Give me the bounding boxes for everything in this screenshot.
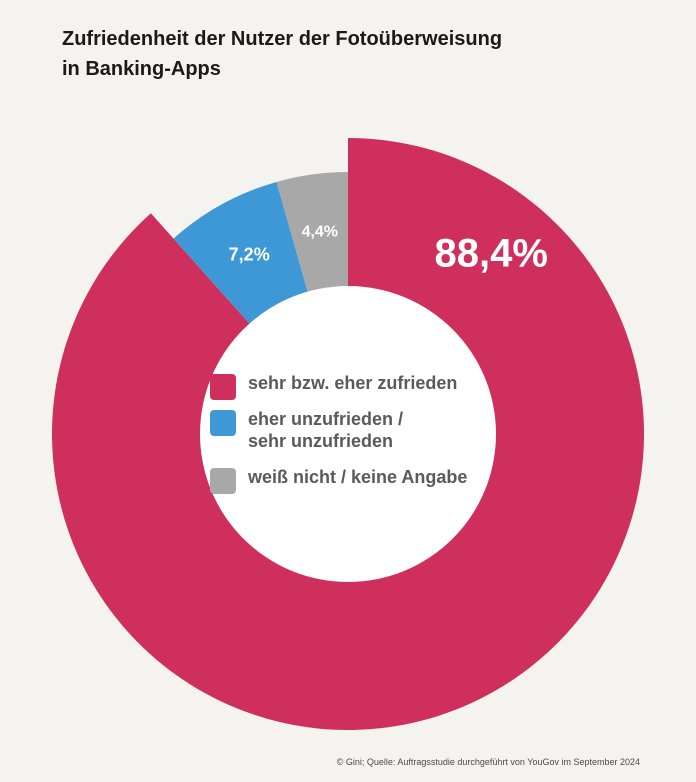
legend-item-dissatisfied: eher unzufrieden / sehr unzufrieden <box>210 408 510 452</box>
legend-swatch-dissatisfied <box>210 410 236 436</box>
legend-swatch-satisfied <box>210 374 236 400</box>
legend-item-no-answer: weiß nicht / keine Angabe <box>210 466 510 494</box>
legend-item-satisfied: sehr bzw. eher zufrieden <box>210 372 510 400</box>
source-note: © Gini; Quelle: Auftragsstudie durchgefü… <box>336 757 640 767</box>
legend: sehr bzw. eher zufrieden eher unzufriede… <box>210 372 510 502</box>
slice-satisfied-value-label: 88,4% <box>434 232 547 276</box>
legend-label-no-answer: weiß nicht / keine Angabe <box>248 467 468 487</box>
slice-no-answer-value-label: 4,4% <box>302 224 338 241</box>
chart-title-line-1: Zufriedenheit der Nutzer der Fotoüberwei… <box>62 28 503 50</box>
legend-swatch-no-answer <box>210 468 236 494</box>
donut-hole <box>200 286 496 582</box>
legend-label-dissatisfied-line-2: sehr unzufrieden <box>248 431 394 451</box>
chart-title-line-2: in Banking-Apps <box>62 58 221 80</box>
slice-dissatisfied-value-label: 7,2% <box>229 245 270 265</box>
legend-label-dissatisfied-line-1: eher unzufrieden / <box>248 409 404 429</box>
chart-title: Zufriedenheit der Nutzer der Fotoüberwei… <box>62 24 662 84</box>
legend-label-satisfied: sehr bzw. eher zufrieden <box>248 373 458 393</box>
